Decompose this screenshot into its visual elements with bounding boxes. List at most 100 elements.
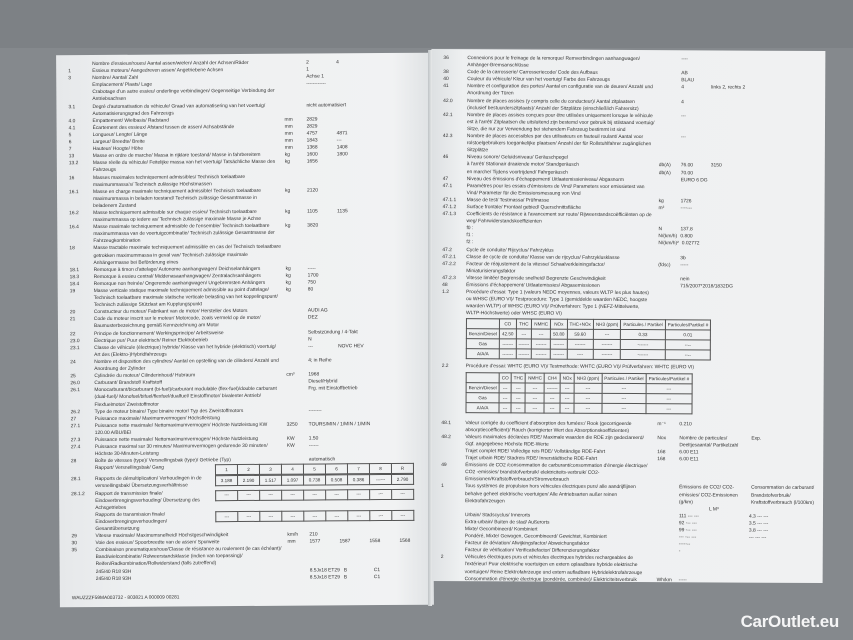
row-number: 24 bbox=[70, 360, 76, 366]
table-cell: NMHC bbox=[525, 372, 545, 383]
table-cell: Particules/Partikel # bbox=[646, 373, 692, 384]
table-row: --- --- --- --- --- --- --- --- --- bbox=[215, 488, 414, 501]
row-value: 1800 bbox=[336, 152, 348, 158]
table-cell: 42.50 bbox=[499, 329, 517, 340]
emissions-table-wltp: CO THC NMHC NOx THC+NOx NH3 (ppm) Particules /… bbox=[466, 319, 712, 361]
table-cell: ------- bbox=[544, 382, 561, 393]
table-cell: --- bbox=[515, 329, 532, 340]
table-cell: --- bbox=[645, 393, 692, 404]
table-cell: --- bbox=[391, 488, 414, 500]
row-label: Paramètres pour les essais d'émissions d… bbox=[466, 183, 645, 197]
row-value: EURO 6 DG bbox=[680, 177, 708, 184]
row-label: Consommation d'énergie électrique (pondé… bbox=[464, 576, 637, 583]
row-value: Consommation de carburant/ Brandstofverb… bbox=[751, 486, 815, 506]
table-row: A/A/A --- --- --- --- --- --- --- --- bbox=[465, 402, 692, 414]
table-cell: 8 bbox=[369, 463, 392, 474]
row-number: 3 bbox=[68, 76, 71, 82]
row-unit: 3250 bbox=[286, 422, 298, 428]
row-value: C1 bbox=[373, 574, 381, 580]
row-number: 1 bbox=[441, 484, 444, 490]
row-label: Procédure d'essai: Type 1 (valeurs NEDC … bbox=[465, 290, 649, 318]
spec-row: 42.3 Nombre de places accessibles par des… bbox=[431, 133, 825, 156]
row-number: 26.1 bbox=[70, 388, 80, 394]
right-page: 36 Connexions pour le freinage de la remo… bbox=[428, 48, 826, 584]
row-label: Monocarburant/bicarburant (bi-fuel)/carb… bbox=[94, 387, 277, 408]
table-cell: --- bbox=[215, 490, 238, 501]
row-label: Nombre de places accessibles par des uti… bbox=[466, 134, 652, 154]
table-cell: --- bbox=[531, 329, 551, 340]
row-unit: Wh/km bbox=[656, 577, 672, 583]
right-rows: 36 Connexions pour le freinage de la remo… bbox=[429, 55, 826, 583]
row-value: 4; in Reihe bbox=[308, 358, 332, 364]
table-cell: --- bbox=[259, 511, 282, 522]
row-unit: kg bbox=[285, 188, 291, 194]
row-value: 8.5Jx18 ET29 bbox=[309, 574, 340, 581]
gear-row: 28.1.2 Rapport de transmission finale/ Ei… bbox=[59, 488, 433, 512]
row-label: Code du moteur inscrit sur le moteur/ Mo… bbox=[93, 316, 261, 330]
table-row: --- --- --- --- --- --- --- --- --- bbox=[215, 510, 414, 522]
row-value: 0.210 bbox=[679, 421, 692, 427]
row-label: Valeurs maximales déclarées RDE/ Maximal… bbox=[465, 434, 644, 448]
table-cell: ------ bbox=[369, 474, 392, 485]
table-cell: Benzin/Diesel bbox=[466, 329, 500, 340]
row-label: 245/40 R18 93H bbox=[95, 576, 132, 582]
row-value: 4 bbox=[681, 85, 684, 91]
row-value: -------- bbox=[308, 408, 322, 414]
row-number: 2 bbox=[440, 555, 444, 561]
row-value: ---- bbox=[681, 57, 688, 63]
row-number: 21 bbox=[69, 317, 76, 323]
row-number: 48.1 bbox=[441, 420, 451, 426]
row-number: 28.1 bbox=[71, 477, 81, 483]
table-cell: --- bbox=[525, 402, 545, 413]
row-value: ----- bbox=[678, 577, 687, 583]
table-cell: --- bbox=[525, 382, 545, 393]
table-cell: ------- bbox=[620, 339, 666, 351]
row-unit: kg bbox=[285, 209, 291, 215]
row-value: Selbstzündung / 4-Takt bbox=[308, 329, 358, 336]
row-label: Masse maximale techniquement admissible … bbox=[93, 223, 275, 245]
row-number: 42.1 bbox=[443, 112, 453, 118]
row-number: 13.2 bbox=[68, 161, 79, 167]
row-value: ----- bbox=[680, 262, 689, 269]
table-cell: NOx bbox=[560, 372, 575, 383]
table-cell: ------- bbox=[531, 339, 551, 350]
row-unit: 168 bbox=[657, 457, 666, 463]
table-cell: ------- bbox=[499, 339, 516, 350]
row-label: Masse en charge maximale techniquement a… bbox=[93, 188, 261, 209]
table-cell: 0.508 bbox=[325, 475, 348, 486]
gear-row: Rapports de transmission finale/ Eindove… bbox=[59, 510, 433, 534]
row-label: Nombre et configuration des portes/ Aant… bbox=[467, 84, 653, 97]
table-cell: --- bbox=[347, 510, 370, 521]
row-label: Nombre et disposition des cylindres/ Aan… bbox=[94, 358, 279, 373]
table-cell: 3.188 bbox=[215, 475, 238, 487]
row-value: 1558 bbox=[369, 539, 381, 545]
row-value: nicht automatisiert bbox=[306, 102, 347, 109]
row-number: 47.1.3 bbox=[442, 212, 457, 218]
table-cell: --- bbox=[281, 510, 304, 522]
row-unit: m² bbox=[658, 206, 665, 212]
row-number: 16 bbox=[68, 175, 75, 181]
row-value: 1135 bbox=[337, 209, 348, 215]
table-row: A/A/A ------- ------- ------- ------- ---- ---… bbox=[466, 349, 711, 361]
row-label: Tous systèmes de propulsion hors véhicul… bbox=[465, 484, 636, 504]
table-cell: --- bbox=[215, 511, 238, 522]
row-value: 0.02772 bbox=[681, 241, 700, 247]
table-wrap: CO THC NMHC NOx THC+NOx NH3 (ppm) Particules /… bbox=[430, 318, 824, 361]
row-value: B bbox=[343, 574, 348, 580]
left-rows: Nombre d'essieux/roues/ Aantal assen/wie… bbox=[56, 59, 434, 602]
spec-row: 19 Masse verticale statique maximale tech… bbox=[58, 286, 432, 310]
spec-row: 1.2 Procédure d'essai: Type 1 (valeurs NE… bbox=[430, 289, 824, 319]
table-cell: --- bbox=[574, 382, 602, 393]
table-cell: 3 bbox=[259, 464, 282, 475]
table-cell: --- bbox=[325, 510, 348, 521]
row-number: 28 bbox=[70, 459, 77, 465]
table-cell: ------- bbox=[550, 339, 567, 350]
row-label: Coefficients de résistance à l'avancemen… bbox=[466, 212, 652, 225]
spec-row: 49 Émissions de CO2 /consommation de carb… bbox=[429, 462, 823, 485]
row-number: 23.1 bbox=[70, 345, 80, 351]
row-label: Crabotage d'un autre essieu/ onderlinge … bbox=[92, 89, 275, 103]
table-cell: --- bbox=[499, 392, 512, 403]
table-cell: ------- bbox=[593, 339, 621, 350]
table-cell: ---- bbox=[566, 349, 594, 360]
row-number: 49 bbox=[441, 463, 447, 469]
